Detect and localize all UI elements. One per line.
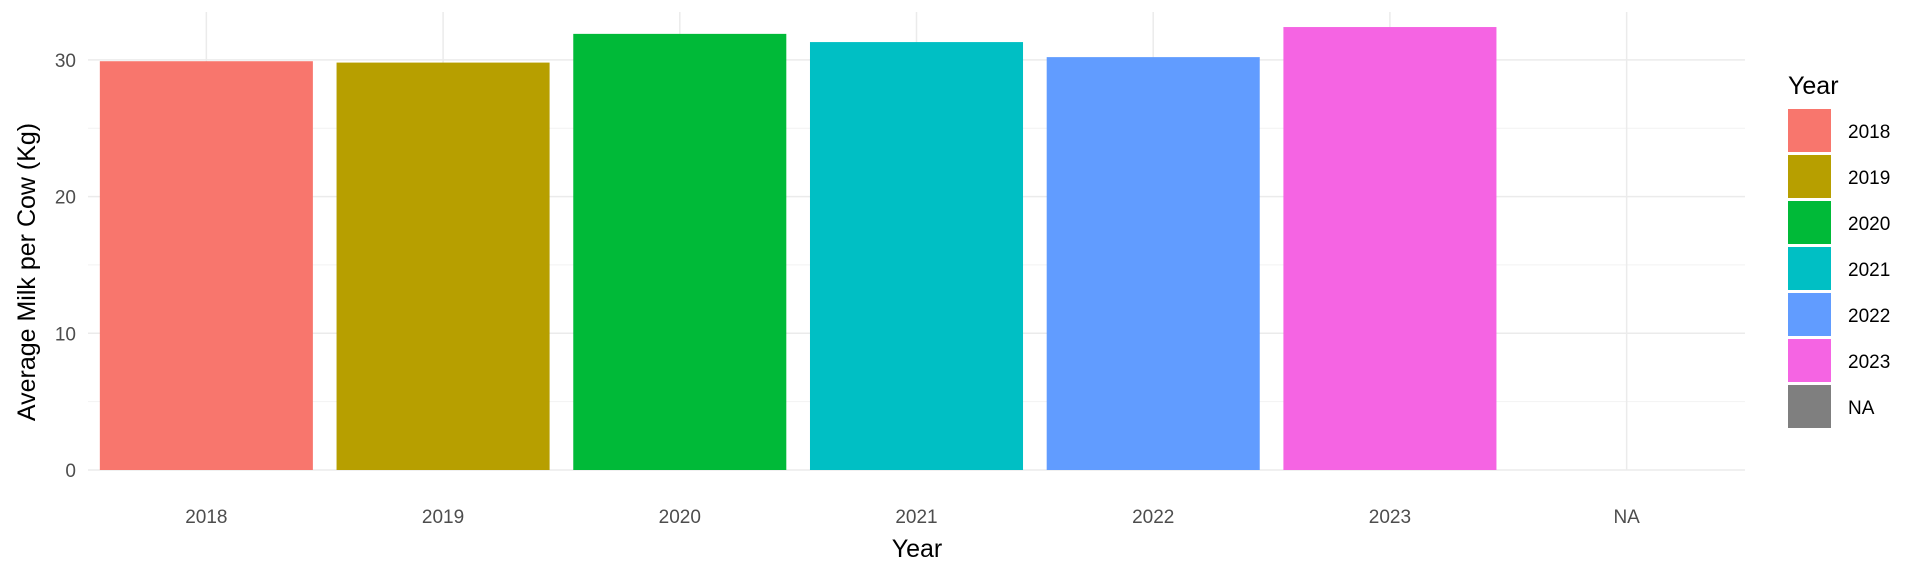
bar-2020 — [573, 33, 787, 470]
legend: Year 2018 2019 2020 2021 2022 2023 NA — [1788, 72, 1890, 428]
legend-label: 2021 — [1848, 260, 1890, 281]
legend-label: 2019 — [1848, 168, 1890, 189]
bars — [99, 27, 1497, 471]
y-tick-label: 20 — [55, 188, 76, 209]
legend-label: 2022 — [1848, 306, 1890, 327]
legend-label: 2020 — [1848, 214, 1890, 235]
legend-key-2019 — [1788, 155, 1831, 198]
bar-2023 — [1283, 27, 1497, 470]
legend-title: Year — [1788, 72, 1839, 100]
legend-key-2023 — [1788, 339, 1831, 382]
x-tick-label: 2023 — [1369, 507, 1411, 528]
y-tick-label: 0 — [65, 461, 76, 482]
bar-2018 — [99, 61, 313, 471]
x-axis-title: Year — [892, 535, 943, 563]
x-tick-label: NA — [1613, 507, 1640, 528]
x-tick-label: 2018 — [185, 507, 227, 528]
y-tick-label: 30 — [55, 51, 76, 72]
bar-2021 — [809, 42, 1024, 471]
legend-key-2022 — [1788, 293, 1831, 336]
legend-key-2020 — [1788, 201, 1831, 244]
y-tick-label: 10 — [55, 324, 76, 345]
legend-label: 2023 — [1848, 352, 1890, 373]
legend-key-2018 — [1788, 109, 1831, 152]
legend-label: NA — [1848, 398, 1875, 419]
x-tick-label: 2021 — [895, 507, 937, 528]
bar-2022 — [1046, 57, 1260, 470]
x-axis-ticks: 2018 2019 2020 2021 2022 2023 NA — [185, 507, 1640, 528]
legend-key-2021 — [1788, 247, 1831, 290]
y-axis-title: Average Milk per Cow (Kg) — [13, 123, 41, 421]
x-tick-label: 2019 — [422, 507, 464, 528]
y-axis-ticks: 0 10 20 30 — [55, 51, 76, 482]
bar-2019 — [336, 62, 550, 470]
legend-label: 2018 — [1848, 122, 1890, 143]
legend-key-NA — [1788, 385, 1831, 428]
x-tick-label: 2022 — [1132, 507, 1174, 528]
x-tick-label: 2020 — [659, 507, 701, 528]
